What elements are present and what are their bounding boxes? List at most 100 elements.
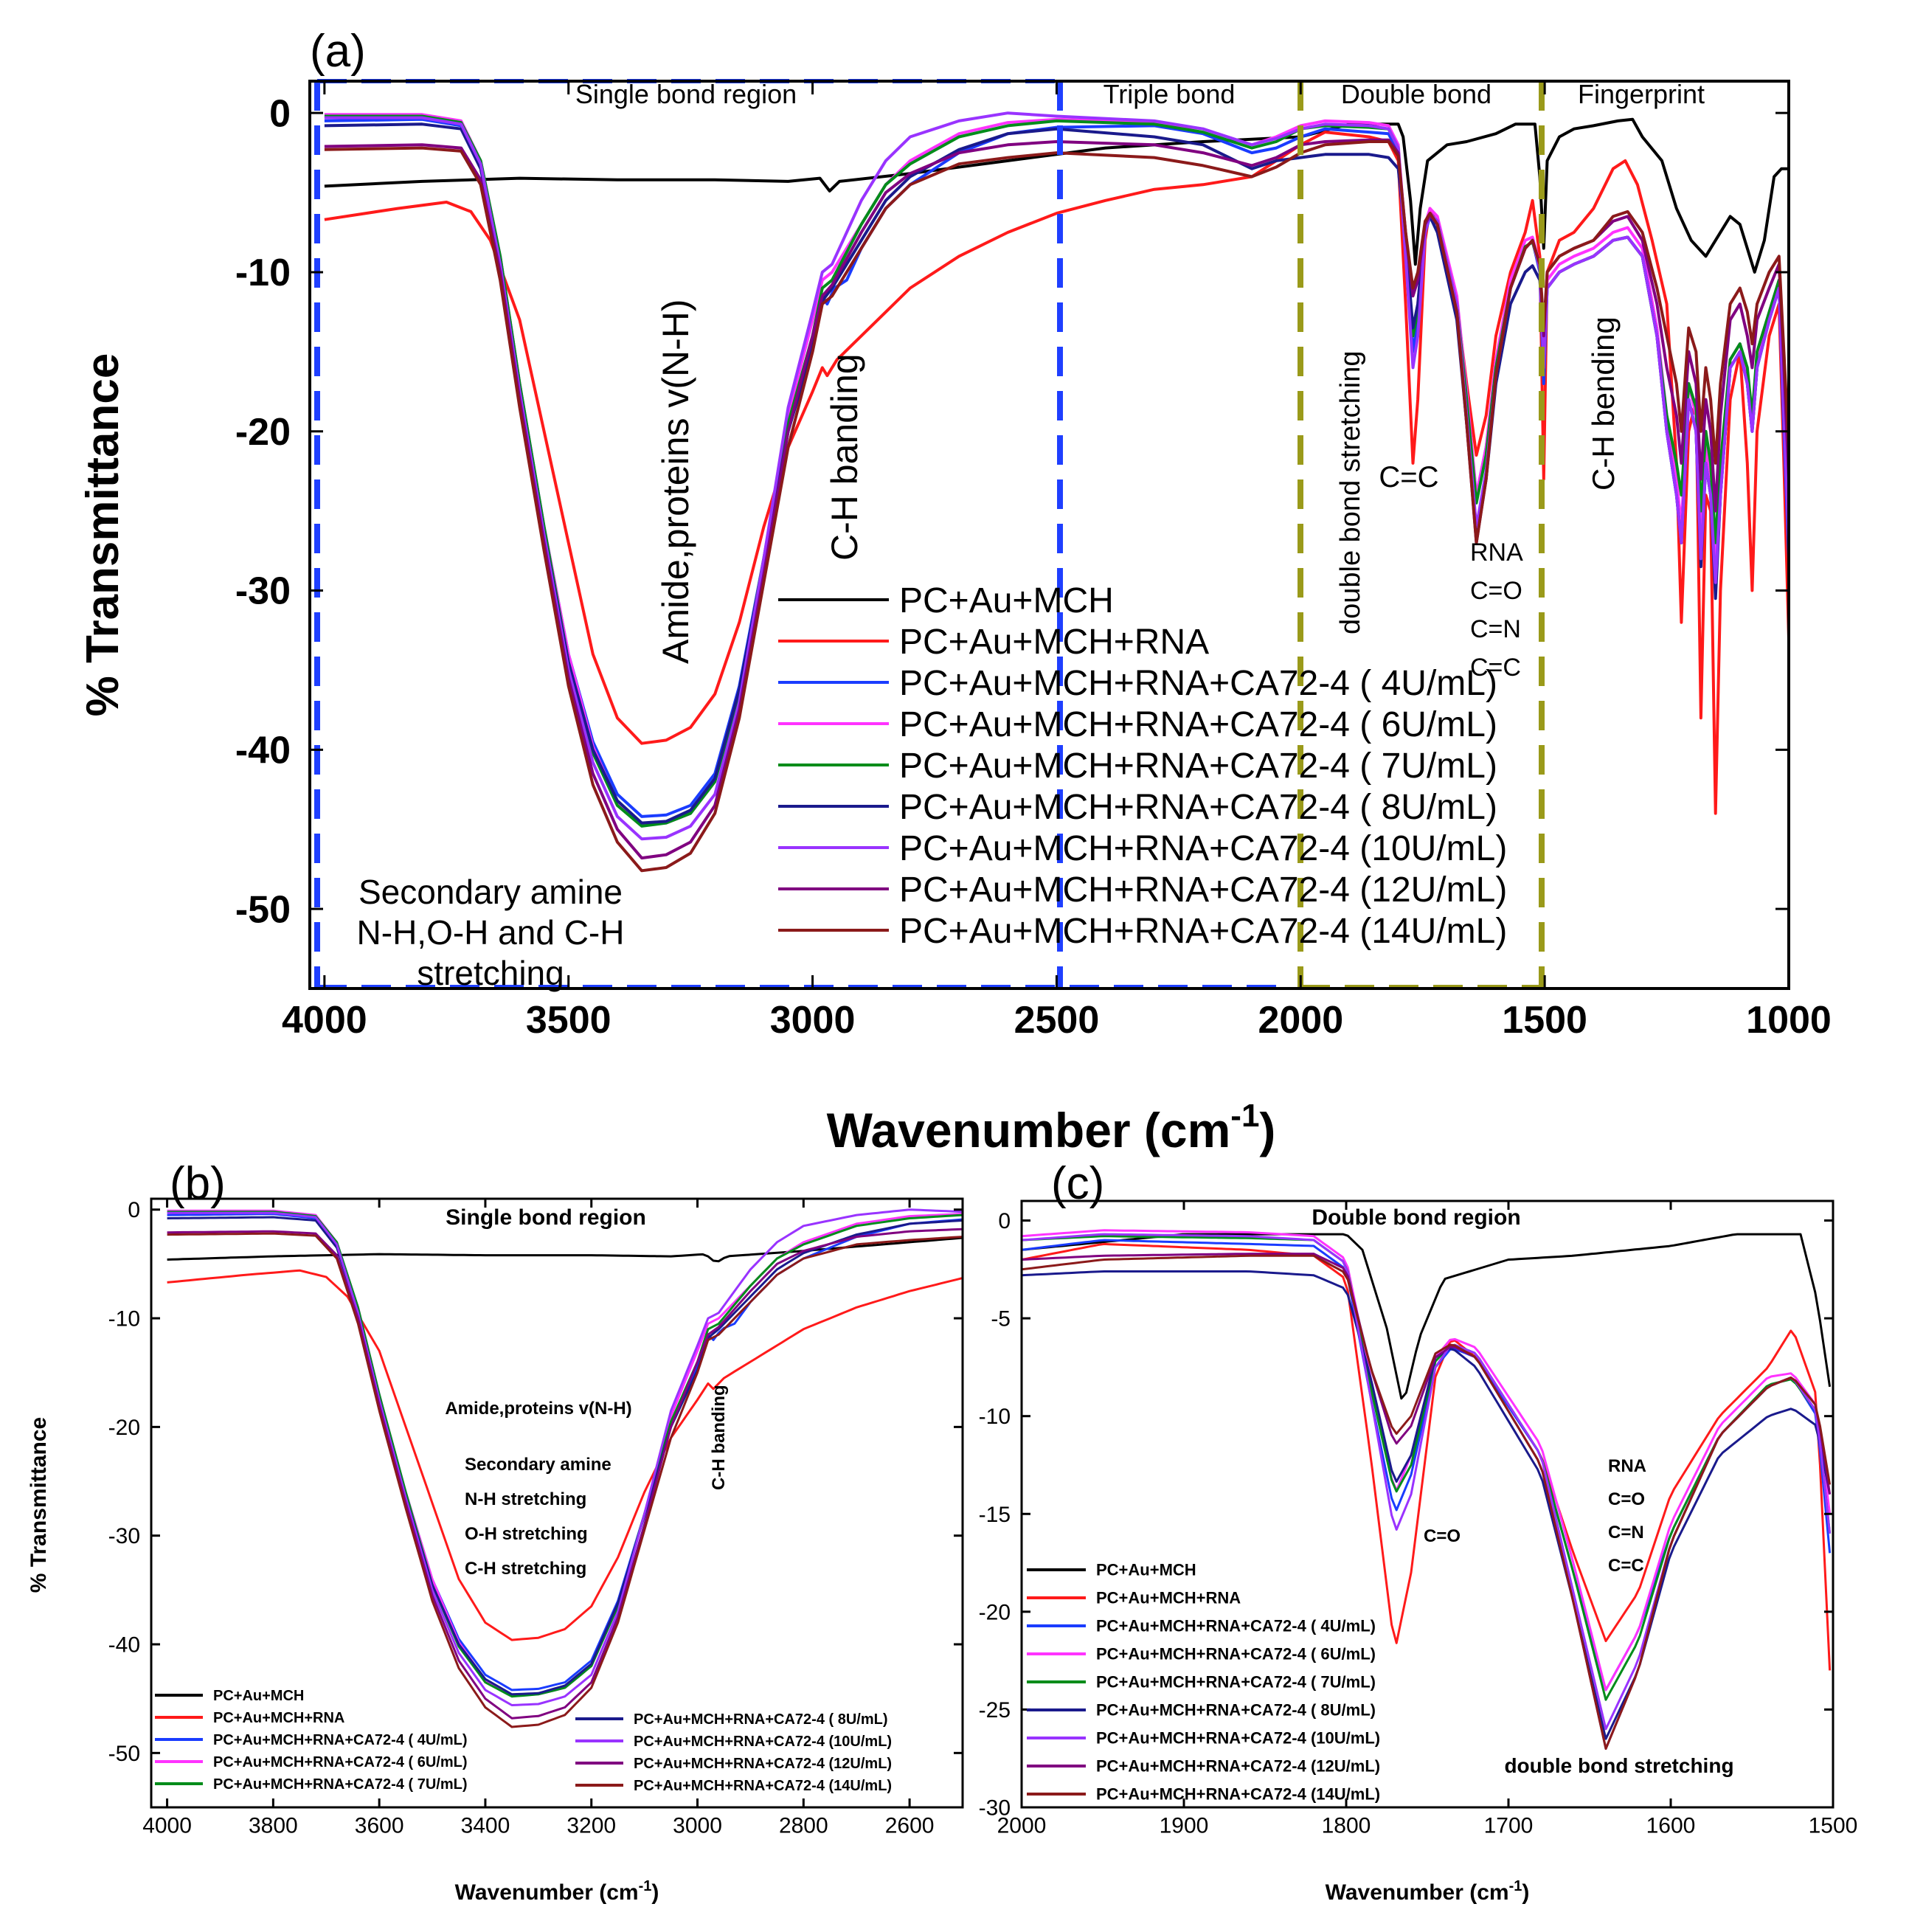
series-line-5 (1022, 1235, 1832, 1701)
annotation-c-co: C=O (1424, 1526, 1461, 1546)
series-line-4 (167, 1209, 963, 1697)
y-tick-label: -5 (991, 1307, 1011, 1332)
legend-label: PC+Au+MCH+RNA+CA72-4 (10U/mL) (634, 1734, 892, 1750)
legend-label: PC+Au+MCH+RNA+CA72-4 ( 4U/mL) (213, 1732, 468, 1748)
x-tick-label: 2000 (1258, 999, 1343, 1042)
x-tick-label: 1000 (1746, 999, 1832, 1042)
region-label-single: Single bond region (575, 79, 797, 109)
panel-c-frame (1020, 1199, 1834, 1809)
annotation-cc: C=C (1379, 461, 1438, 494)
x-tick-label: 3000 (673, 1814, 722, 1838)
legend-label: PC+Au+MCH (213, 1688, 304, 1704)
annotation-secondary-amine-2: N-H,O-H and C-H (357, 913, 625, 952)
legend-label: PC+Au+MCH+RNA+CA72-4 (12U/mL) (899, 870, 1507, 910)
panel-b-series (167, 1208, 963, 1728)
annotation-cn: C=N (1470, 615, 1521, 643)
panel-b-frame (150, 1197, 964, 1809)
panel-a-label: (a) (310, 26, 366, 77)
x-tick-label: 3000 (770, 999, 856, 1042)
y-tick-label: 0 (128, 1198, 140, 1222)
x-tick-label: 4000 (282, 999, 367, 1042)
y-tick-label: -50 (235, 888, 291, 931)
annotation-b-oh: O-H stretching (465, 1524, 588, 1544)
series-line-6 (1022, 1270, 1832, 1740)
annotation-rna: RNA (1470, 539, 1523, 567)
legend-label: PC+Au+MCH+RNA+CA72-4 ( 4U/mL) (1096, 1617, 1376, 1635)
legend-label: PC+Au+MCH+RNA+CA72-4 ( 8U/mL) (899, 788, 1497, 827)
x-tick-label: 2800 (779, 1814, 828, 1838)
panel-c-ticks: 2000 1900 1800 1700 1600 1500 0 -5 -10 -15 -20 -25 -… (979, 1201, 1858, 1838)
series-line-9 (167, 1232, 963, 1728)
panel-a: (a) 4000 3500 3000 2500 2000 1500 1000 0 -10 -20 -… (77, 26, 1832, 1157)
panel-b-legend: PC+Au+MCH PC+Au+MCH+RNA PC+Au+MCH+RNA+CA72… (155, 1688, 892, 1794)
legend-label: PC+Au+MCH+RNA+CA72-4 ( 7U/mL) (213, 1776, 468, 1793)
x-tick-label: 3500 (526, 999, 611, 1042)
series-line-9 (1022, 1254, 1832, 1750)
y-tick-label: -30 (979, 1796, 1011, 1821)
legend-label: PC+Au+MCH+RNA+CA72-4 (14U/mL) (634, 1778, 892, 1794)
legend-label: PC+Au+MCH (899, 581, 1114, 620)
panel-a-xlabel: Wavenumber (cm-1) (827, 1098, 1276, 1157)
y-tick-label: -30 (235, 570, 291, 613)
panel-b-xlabel: Wavenumber (cm-1) (455, 1878, 659, 1905)
y-tick-label: -10 (979, 1405, 1011, 1429)
y-tick-label: -50 (108, 1742, 140, 1766)
panel-a-series (324, 111, 1789, 873)
panel-b-label: (b) (170, 1158, 226, 1209)
x-tick-label: 3200 (567, 1814, 616, 1838)
legend-label: PC+Au+MCH+RNA+CA72-4 ( 7U/mL) (1096, 1673, 1376, 1692)
panel-a-frame (308, 80, 1790, 990)
x-tick-label: 2000 (997, 1814, 1047, 1838)
annotation-double-bond-stretching: double bond stretching (1335, 350, 1366, 634)
x-tick-label: 3600 (355, 1814, 404, 1838)
x-tick-label: 1500 (1809, 1814, 1858, 1838)
legend-label: PC+Au+MCH+RNA (1096, 1589, 1241, 1607)
series-line-3 (167, 1213, 963, 1692)
legend-label: PC+Au+MCH+RNA+CA72-4 (14U/mL) (1096, 1785, 1380, 1804)
legend-label: PC+Au+MCH+RNA+CA72-4 (12U/mL) (634, 1756, 892, 1772)
x-tick-label: 1500 (1502, 999, 1587, 1042)
y-tick-label: 0 (269, 92, 291, 135)
panel-c: (c) 2000 1900 1800 1700 1600 15000-5-10-15-20… (979, 1158, 1858, 1905)
legend-label: PC+Au+MCH+RNA+CA72-4 ( 6U/mL) (213, 1754, 468, 1770)
y-tick-label: -25 (979, 1698, 1011, 1722)
x-tick-label: 3400 (461, 1814, 510, 1838)
legend-label: PC+Au+MCH+RNA+CA72-4 ( 6U/mL) (1096, 1645, 1376, 1663)
x-tick-label: 1800 (1322, 1814, 1371, 1838)
region-label-fingerprint: Fingerprint (1578, 79, 1705, 109)
x-tick-label: 1900 (1160, 1814, 1209, 1838)
annotation-c-rna: RNA (1608, 1456, 1646, 1476)
legend-label: PC+Au+MCH+RNA+CA72-4 ( 4U/mL) (899, 664, 1497, 703)
legend-label: PC+Au+MCH+RNA+CA72-4 ( 6U/mL) (899, 705, 1497, 744)
legend-label: PC+Au+MCH+RNA+CA72-4 ( 7U/mL) (899, 747, 1497, 786)
annotation-secondary-amine-1: Secondary amine (358, 873, 623, 911)
legend-label: PC+Au+MCH+RNA+CA72-4 (10U/mL) (899, 829, 1507, 868)
y-tick-label: -20 (108, 1416, 140, 1440)
y-tick-label: -40 (108, 1633, 140, 1658)
legend-label: PC+Au+MCH (1096, 1561, 1196, 1579)
annotation-ch-bending: C-H bending (1586, 316, 1621, 491)
annotation-c-co2: C=O (1608, 1489, 1645, 1509)
annotation-c-cc: C=C (1608, 1556, 1644, 1576)
panel-a-ylabel: % Transmittance (77, 353, 128, 717)
x-tick-label: 2600 (885, 1814, 935, 1838)
y-tick-label: -10 (235, 252, 291, 294)
y-tick-label: -40 (235, 730, 291, 772)
legend-label: PC+Au+MCH+RNA+CA72-4 ( 8U/mL) (634, 1711, 888, 1728)
y-tick-label: -30 (108, 1524, 140, 1548)
y-tick-label: 0 (998, 1209, 1011, 1233)
series-line-7 (167, 1208, 963, 1706)
legend-label: PC+Au+MCH+RNA+CA72-4 (14U/mL) (899, 912, 1507, 951)
y-tick-label: -10 (108, 1307, 140, 1332)
panel-c-xlabel: Wavenumber (cm-1) (1326, 1878, 1530, 1905)
c-curves-clip-group (1022, 1229, 1832, 1750)
annotation-cc2: C=C (1470, 654, 1521, 682)
annotation-b-amide: Amide,proteins v(N-H) (445, 1399, 631, 1419)
series-line-1 (324, 117, 1789, 274)
annotation-ch-banding: C-H banding (824, 353, 865, 561)
legend-label: PC+Au+MCH+RNA+CA72-4 (12U/mL) (1096, 1757, 1380, 1776)
series-line-9 (324, 140, 1789, 873)
panel-a-ticks: 4000 3500 3000 2500 2000 1500 1000 0 -10 -20 -30 -4… (235, 81, 1832, 1042)
y-tick-label: -15 (979, 1503, 1011, 1527)
series-line-2 (1022, 1242, 1832, 1671)
